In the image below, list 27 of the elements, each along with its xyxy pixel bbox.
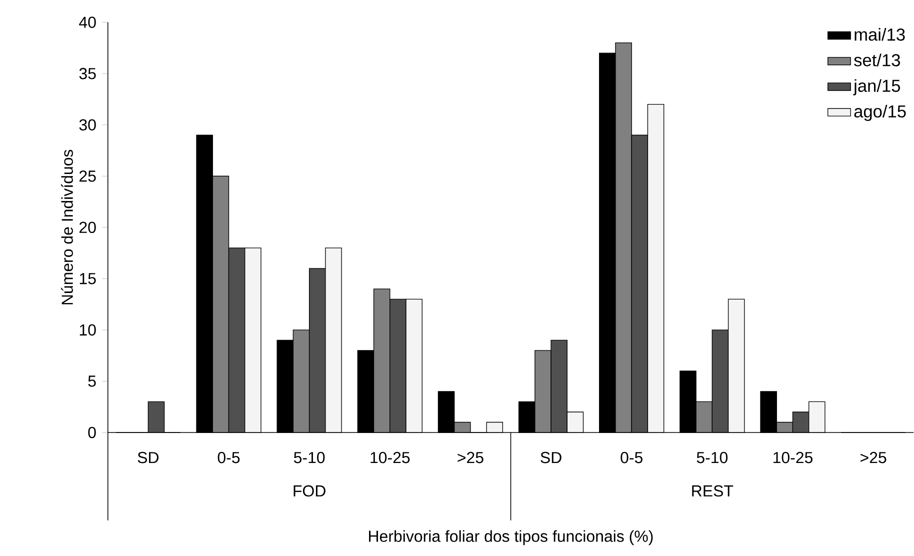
x-tick-label: 10-25 [370,452,410,464]
x-tick-label: >25 [860,452,886,464]
x-tick-label: SD [138,452,159,464]
x-tick-label: 0-5 [620,452,642,464]
legend-label: mai/13 [854,28,905,41]
x-tick-label: 5-10 [294,452,325,464]
y-tick-label: 10 [80,324,96,336]
y-tick-label: 5 [88,375,96,387]
y-tick-label: 30 [79,119,96,130]
x-tick-label: SD [540,452,562,464]
y-tick-label: 40 [79,16,96,28]
y-tick-label: 35 [79,68,96,80]
y-tick-label: 15 [80,272,96,284]
legend-label: ago/15 [854,104,906,121]
y-tick-label: 25 [79,170,96,182]
y-axis-title: Número de Indivíduos [61,150,73,304]
x-tick-label: 10-25 [774,452,812,464]
text: FOD [294,485,326,496]
text: REST [692,485,734,496]
x-tick-label: >25 [458,452,484,464]
y-tick-label: 20 [79,222,96,233]
x-tick-label: 0-5 [218,452,240,464]
y-tick-label: 0 [88,426,96,438]
legend-label: jan/15 [853,79,900,96]
legend-label: set/13 [854,53,900,66]
x-axis-title: Herbivoria foliar dos tipos funcionais (%) [369,530,653,545]
x-tick-label: 5-10 [696,452,728,464]
